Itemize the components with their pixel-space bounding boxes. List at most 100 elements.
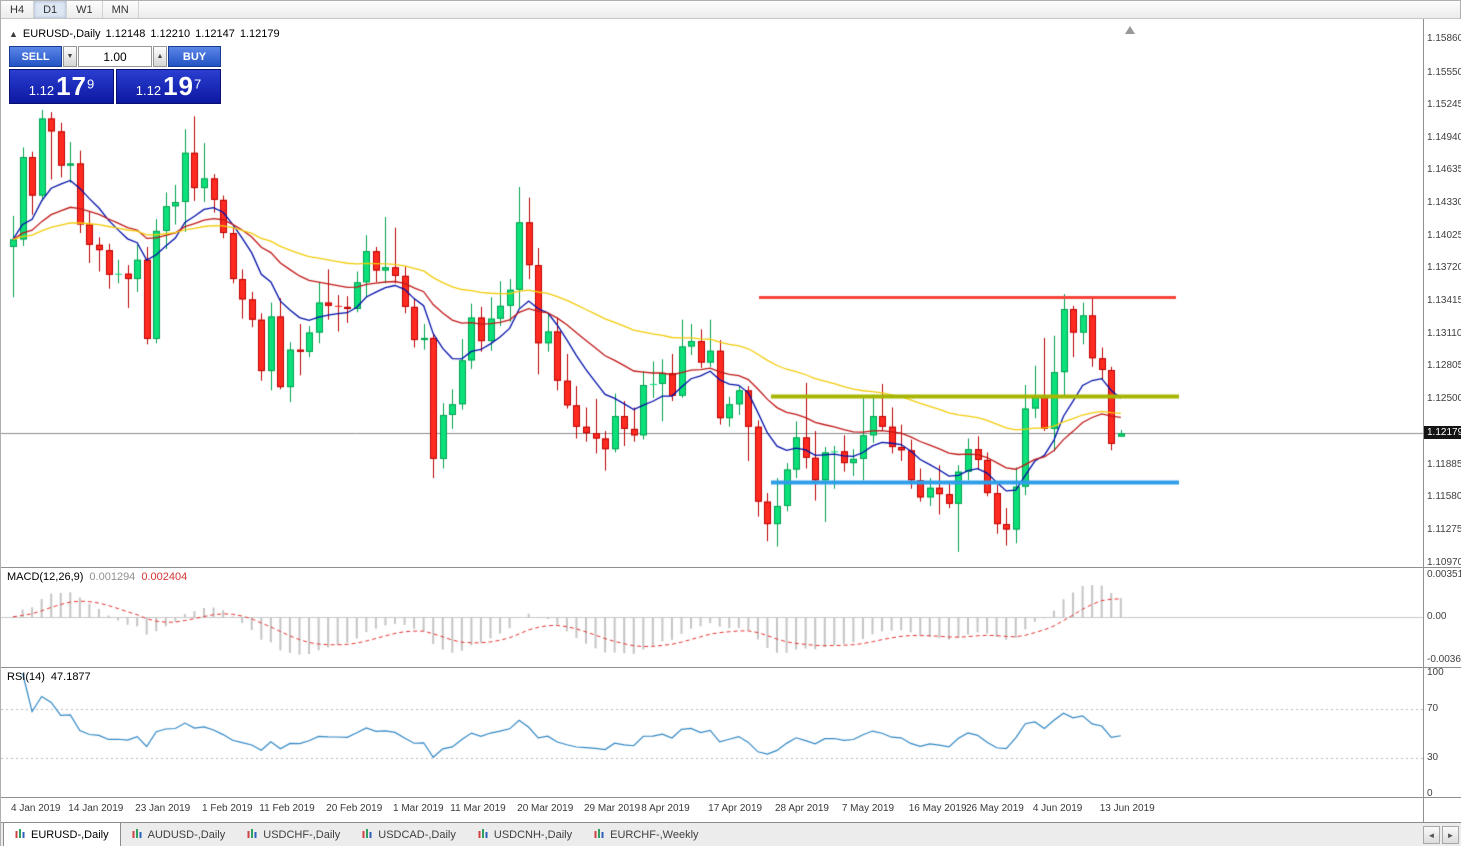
- tab-label: EURUSD-,Daily: [31, 828, 109, 841]
- one-click-trading-panel: SELL ▼ ▲ BUY 1.12179 1.12197: [9, 46, 221, 104]
- date-label: 1 Feb 2019: [202, 803, 253, 814]
- tabs-scroll-left-button[interactable]: ◄: [1423, 826, 1440, 844]
- chart-symbol-label: EURUSD-,Daily: [22, 28, 101, 40]
- volume-decrease-button[interactable]: ▼: [63, 46, 77, 67]
- date-label: 20 Mar 2019: [517, 803, 574, 814]
- sell-price-prefix: 1.12: [28, 83, 55, 98]
- price-tick-label: 1.12805: [1427, 360, 1461, 372]
- macd-panel-separator: [1, 567, 1461, 568]
- buy-button[interactable]: BUY: [168, 46, 221, 67]
- price-tick-label: 1.12500: [1427, 392, 1461, 404]
- rsi-tick-label: 0: [1427, 788, 1433, 799]
- date-label: 16 May 2019: [908, 803, 967, 814]
- ohlc-high-value: 1.12210: [150, 28, 191, 40]
- price-tick-label: 1.13415: [1427, 294, 1461, 306]
- tab-eurchf-weekly[interactable]: EURCHF-,Weekly: [583, 823, 709, 846]
- chart-icon: [132, 828, 143, 842]
- tab-usdcnh-daily[interactable]: USDCNH-,Daily: [467, 823, 583, 846]
- date-label: 11 Feb 2019: [259, 803, 315, 814]
- tab-label: AUDUSD-,Daily: [147, 829, 226, 841]
- macd-tick-label: 0.003518: [1427, 569, 1461, 581]
- date-label: 4 Jan 2019: [11, 803, 61, 814]
- price-tick-label: 1.11885: [1427, 458, 1461, 470]
- rsi-canvas[interactable]: [1, 668, 1423, 798]
- macd-label: MACD(12,26,9): [7, 571, 84, 583]
- chart-shift-marker[interactable]: [1125, 26, 1135, 34]
- ohlc-close-value: 1.12179: [239, 28, 280, 40]
- price-tick-label: 1.14635: [1427, 164, 1461, 176]
- tab-navigation: ◄ ►: [1423, 826, 1459, 844]
- timeframe-button-h4[interactable]: H4: [1, 1, 35, 18]
- price-tick-label: 1.15550: [1427, 66, 1461, 78]
- price-tick-label: 1.14025: [1427, 229, 1461, 241]
- price-tick-label: 1.13720: [1427, 262, 1461, 274]
- tab-usdchf-daily[interactable]: USDCHF-,Daily: [236, 823, 351, 846]
- chart-icon: [247, 828, 258, 842]
- rsi-header: RSI(14) 47.1877: [7, 671, 91, 683]
- macd-tick-label: -0.00367: [1427, 654, 1461, 666]
- date-label: 4 Jun 2019: [1032, 803, 1083, 814]
- chart-icon: [594, 828, 605, 842]
- chart-tab-bar: EURUSD-,Daily AUDUSD-,Daily USDCHF-,Daily U…: [1, 822, 1461, 846]
- tabs-scroll-right-button[interactable]: ►: [1442, 826, 1459, 844]
- price-axis[interactable]: 1.12179 1.15860 1.15550 1.15245 1.14940 1.14…: [1423, 19, 1461, 822]
- chevron-up-icon: ▲: [156, 53, 164, 60]
- date-label: 17 Apr 2019: [708, 803, 763, 814]
- tab-usdcad-daily[interactable]: USDCAD-,Daily: [351, 823, 467, 846]
- price-tick-label: 1.13110: [1427, 327, 1461, 339]
- date-label: 26 May 2019: [966, 803, 1024, 814]
- date-label: 13 Jun 2019: [1099, 803, 1155, 814]
- date-axis-separator: [1, 797, 1461, 798]
- price-tick-label: 1.15860: [1427, 33, 1461, 45]
- price-tick-label: 1.14940: [1427, 131, 1461, 143]
- timeframe-button-mn[interactable]: MN: [103, 1, 139, 18]
- buy-price-pips: 19: [163, 71, 194, 101]
- rsi-panel-separator: [1, 667, 1461, 668]
- date-label: 29 Mar 2019: [584, 803, 641, 814]
- ohlc-low-value: 1.12147: [195, 28, 235, 40]
- tab-label: EURCHF-,Weekly: [610, 829, 699, 841]
- rsi-value: 47.1877: [50, 671, 91, 683]
- chevron-down-icon: ▼: [66, 53, 74, 60]
- volume-increase-button[interactable]: ▲: [153, 46, 167, 67]
- date-label: 1 Mar 2019: [393, 803, 444, 814]
- macd-signal-value: 0.002404: [141, 571, 188, 583]
- sell-price-pips: 17: [56, 71, 87, 101]
- buy-price-point: 7: [194, 76, 202, 92]
- buy-price-prefix: 1.12: [135, 83, 162, 98]
- tab-audusd-daily[interactable]: AUDUSD-,Daily: [121, 823, 237, 846]
- chart-icon: [15, 828, 26, 842]
- rsi-tick-label: 70: [1427, 703, 1439, 715]
- tab-eurusd-daily[interactable]: EURUSD-,Daily: [3, 823, 121, 846]
- buy-price-display[interactable]: 1.12197: [116, 69, 221, 104]
- macd-canvas[interactable]: [1, 568, 1423, 668]
- chart-icon: [478, 828, 489, 842]
- rsi-label: RSI(14): [7, 671, 45, 683]
- macd-header: MACD(12,26,9) 0.001294 0.002404: [7, 571, 187, 583]
- sell-button[interactable]: SELL: [9, 46, 62, 67]
- one-click-collapse-icon[interactable]: ▲: [9, 29, 18, 39]
- ohlc-open-value: 1.12148: [105, 28, 146, 40]
- timeframe-button-d1[interactable]: D1: [34, 1, 68, 18]
- timeframe-button-w1[interactable]: W1: [67, 1, 103, 18]
- main-chart-canvas[interactable]: [1, 19, 1423, 568]
- date-label: 11 Mar 2019: [450, 803, 506, 814]
- chart-tabs: EURUSD-,Daily AUDUSD-,Daily USDCHF-,Daily U…: [1, 823, 710, 846]
- macd-main-value: 0.001294: [89, 571, 136, 583]
- date-label: 23 Jan 2019: [135, 803, 191, 814]
- rsi-tick-label: 100: [1427, 667, 1444, 678]
- timeframe-toolbar: H4 D1 W1 MN: [1, 1, 1460, 19]
- sell-price-display[interactable]: 1.12179: [9, 69, 114, 104]
- current-price-badge: 1.12179: [1424, 426, 1461, 440]
- volume-input[interactable]: [78, 46, 152, 67]
- sell-price-point: 9: [87, 76, 95, 92]
- tab-label: USDCHF-,Daily: [263, 829, 341, 841]
- date-axis[interactable]: 4 Jan 2019 14 Jan 2019 23 Jan 2019 1 Feb 20…: [1, 798, 1423, 822]
- date-label: 7 May 2019: [841, 803, 895, 814]
- price-tick-label: 1.11275: [1427, 524, 1461, 535]
- date-label: 28 Apr 2019: [775, 803, 829, 814]
- price-tick-label: 1.14330: [1427, 197, 1461, 209]
- price-tick-label: 1.10970: [1427, 556, 1461, 568]
- chart-icon: [362, 828, 373, 842]
